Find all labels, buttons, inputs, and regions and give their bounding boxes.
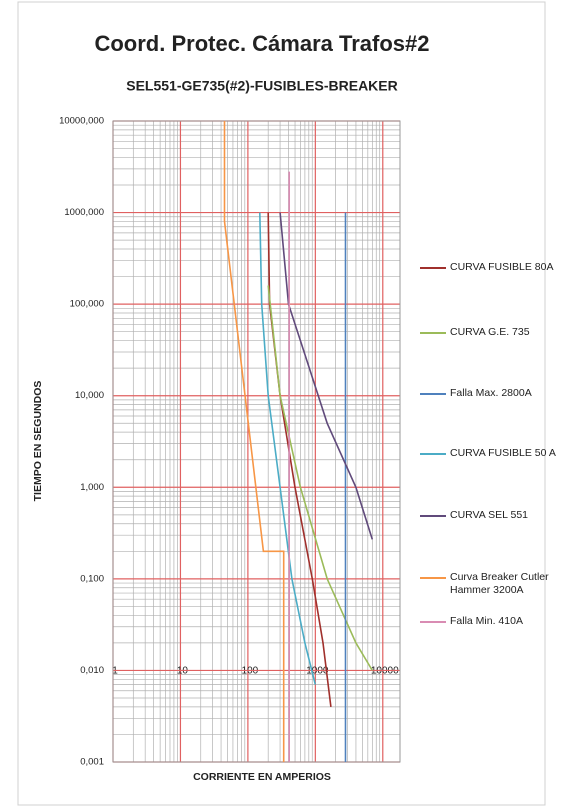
series-line	[223, 121, 285, 762]
legend-label: CURVA SEL 551	[450, 509, 529, 521]
y-tick-label: 0,010	[80, 665, 104, 676]
y-axis-label: TIEMPO EN SEGUNDOS	[32, 381, 44, 502]
legend-label: Curva Breaker Cutler Hammer 3200A	[450, 571, 549, 596]
x-axis-label: CORRIENTE EN AMPERIOS	[193, 771, 331, 783]
legend-label: Falla Min. 410A	[450, 615, 523, 627]
legend-label: CURVA FUSIBLE 50 A	[450, 447, 556, 459]
series-line	[259, 212, 317, 685]
x-tick-label: 10	[177, 666, 189, 677]
y-tick-label: 0,100	[80, 573, 104, 584]
series-line	[279, 212, 374, 540]
y-tick-label: 10000,000	[59, 116, 104, 127]
y-tick-label: 100,000	[70, 299, 104, 310]
series-line	[267, 285, 373, 671]
legend-label: CURVA FUSIBLE 80A	[450, 261, 554, 273]
y-tick-label: 1000,000	[64, 207, 104, 218]
chart-subtitle: SEL551-GE735(#2)-FUSIBLES-BREAKER	[126, 78, 398, 94]
legend-label: CURVA G.E. 735	[450, 326, 530, 338]
y-tick-label: 10,000	[75, 390, 104, 401]
legend-label: Falla Max. 2800A	[450, 387, 532, 399]
chart-title: Coord. Protec. Cámara Trafos#2	[94, 31, 429, 56]
y-tick-label: 1,000	[80, 482, 104, 493]
chart-frame	[17, 1, 546, 806]
x-tick-label: 100	[242, 666, 259, 677]
plot-border	[112, 120, 401, 763]
x-tick-label: 1000	[306, 666, 329, 677]
x-tick-label: 1	[112, 666, 118, 677]
x-tick-label: 10000	[371, 666, 399, 677]
y-tick-label: 0,001	[80, 757, 104, 768]
